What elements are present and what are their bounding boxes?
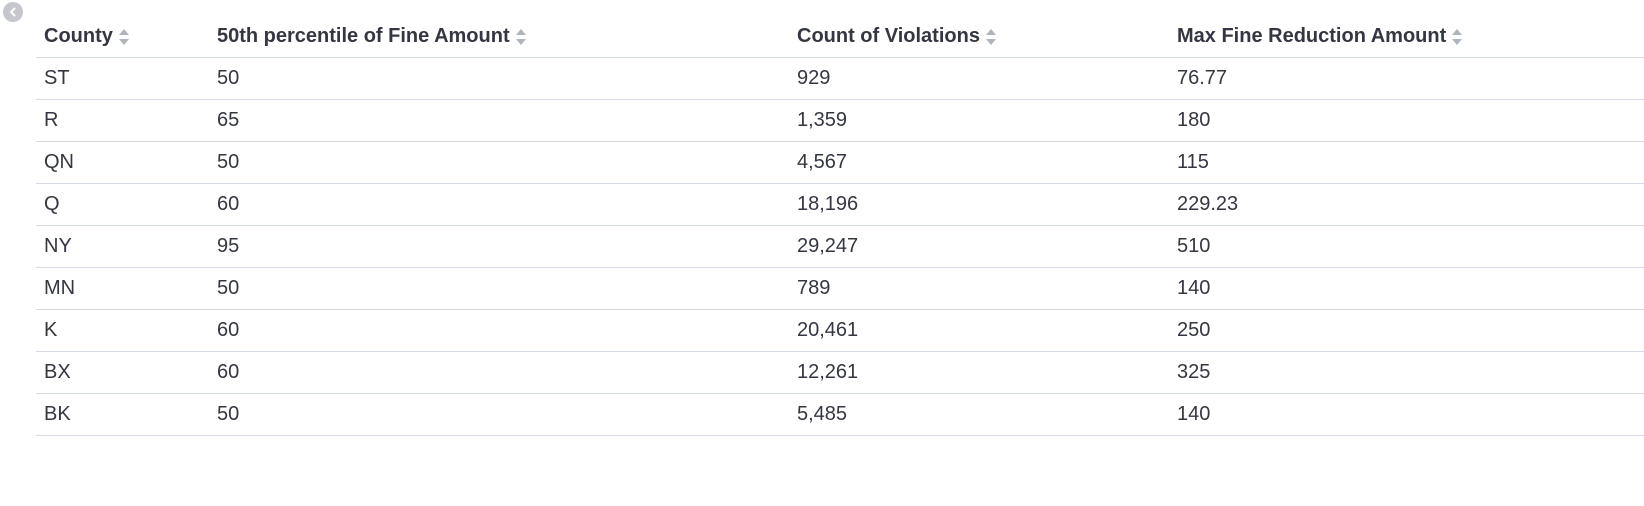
cell-county: ST [36, 57, 209, 100]
column-header-label: Count of Violations [797, 25, 980, 47]
cell-max-fine-reduction: 325 [1169, 351, 1644, 394]
cell-count-of-violations: 12,261 [789, 351, 1169, 394]
cell-50th-percentile-fine: 60 [209, 183, 789, 226]
cell-count-of-violations: 1,359 [789, 99, 1169, 142]
cell-max-fine-reduction: 229.23 [1169, 183, 1644, 226]
cell-count-of-violations: 18,196 [789, 183, 1169, 226]
table-row: MN 50 789 140 [36, 267, 1644, 310]
column-header-max-fine-reduction[interactable]: Max Fine Reduction Amount [1169, 16, 1644, 58]
cell-county: QN [36, 141, 209, 184]
cell-county: Q [36, 183, 209, 226]
cell-50th-percentile-fine: 65 [209, 99, 789, 142]
cell-county: BX [36, 351, 209, 394]
cell-count-of-violations: 20,461 [789, 309, 1169, 352]
cell-county: NY [36, 225, 209, 268]
sort-icon[interactable] [118, 28, 130, 46]
cell-max-fine-reduction: 76.77 [1169, 57, 1644, 100]
cell-50th-percentile-fine: 50 [209, 393, 789, 436]
column-header-label: 50th percentile of Fine Amount [217, 25, 510, 47]
cell-50th-percentile-fine: 60 [209, 351, 789, 394]
sort-icon[interactable] [515, 28, 527, 46]
column-header-county[interactable]: County [36, 16, 209, 58]
cell-count-of-violations: 4,567 [789, 141, 1169, 184]
cell-count-of-violations: 789 [789, 267, 1169, 310]
cell-county: K [36, 309, 209, 352]
column-header-50th-percentile-fine[interactable]: 50th percentile of Fine Amount [209, 16, 789, 58]
table-row: Q 60 18,196 229.23 [36, 183, 1644, 226]
cell-max-fine-reduction: 180 [1169, 99, 1644, 142]
cell-50th-percentile-fine: 50 [209, 57, 789, 100]
column-header-label: Max Fine Reduction Amount [1177, 25, 1447, 47]
cell-county: BK [36, 393, 209, 436]
cell-50th-percentile-fine: 50 [209, 141, 789, 184]
cell-max-fine-reduction: 140 [1169, 393, 1644, 436]
cell-max-fine-reduction: 510 [1169, 225, 1644, 268]
cell-max-fine-reduction: 115 [1169, 141, 1644, 184]
cell-max-fine-reduction: 140 [1169, 267, 1644, 310]
chevron-left-circle-icon[interactable] [3, 2, 23, 22]
table-row: ST 50 929 76.77 [36, 57, 1644, 100]
table-header-row: County 50th percentile of Fine Amount [36, 16, 1644, 58]
cell-50th-percentile-fine: 60 [209, 309, 789, 352]
cell-county: R [36, 99, 209, 142]
cell-count-of-violations: 29,247 [789, 225, 1169, 268]
cell-count-of-violations: 5,485 [789, 393, 1169, 436]
cell-count-of-violations: 929 [789, 57, 1169, 100]
column-header-label: County [44, 25, 113, 47]
data-table: County 50th percentile of Fine Amount [36, 16, 1644, 436]
sort-icon[interactable] [1451, 28, 1463, 46]
sort-icon[interactable] [985, 28, 997, 46]
cell-50th-percentile-fine: 50 [209, 267, 789, 310]
table-row: R 65 1,359 180 [36, 99, 1644, 142]
table-row: NY 95 29,247 510 [36, 225, 1644, 268]
table-row: K 60 20,461 250 [36, 309, 1644, 352]
table-row: BK 50 5,485 140 [36, 393, 1644, 436]
cell-county: MN [36, 267, 209, 310]
cell-50th-percentile-fine: 95 [209, 225, 789, 268]
table-row: QN 50 4,567 115 [36, 141, 1644, 184]
cell-max-fine-reduction: 250 [1169, 309, 1644, 352]
column-header-count-of-violations[interactable]: Count of Violations [789, 16, 1169, 58]
table-row: BX 60 12,261 325 [36, 351, 1644, 394]
